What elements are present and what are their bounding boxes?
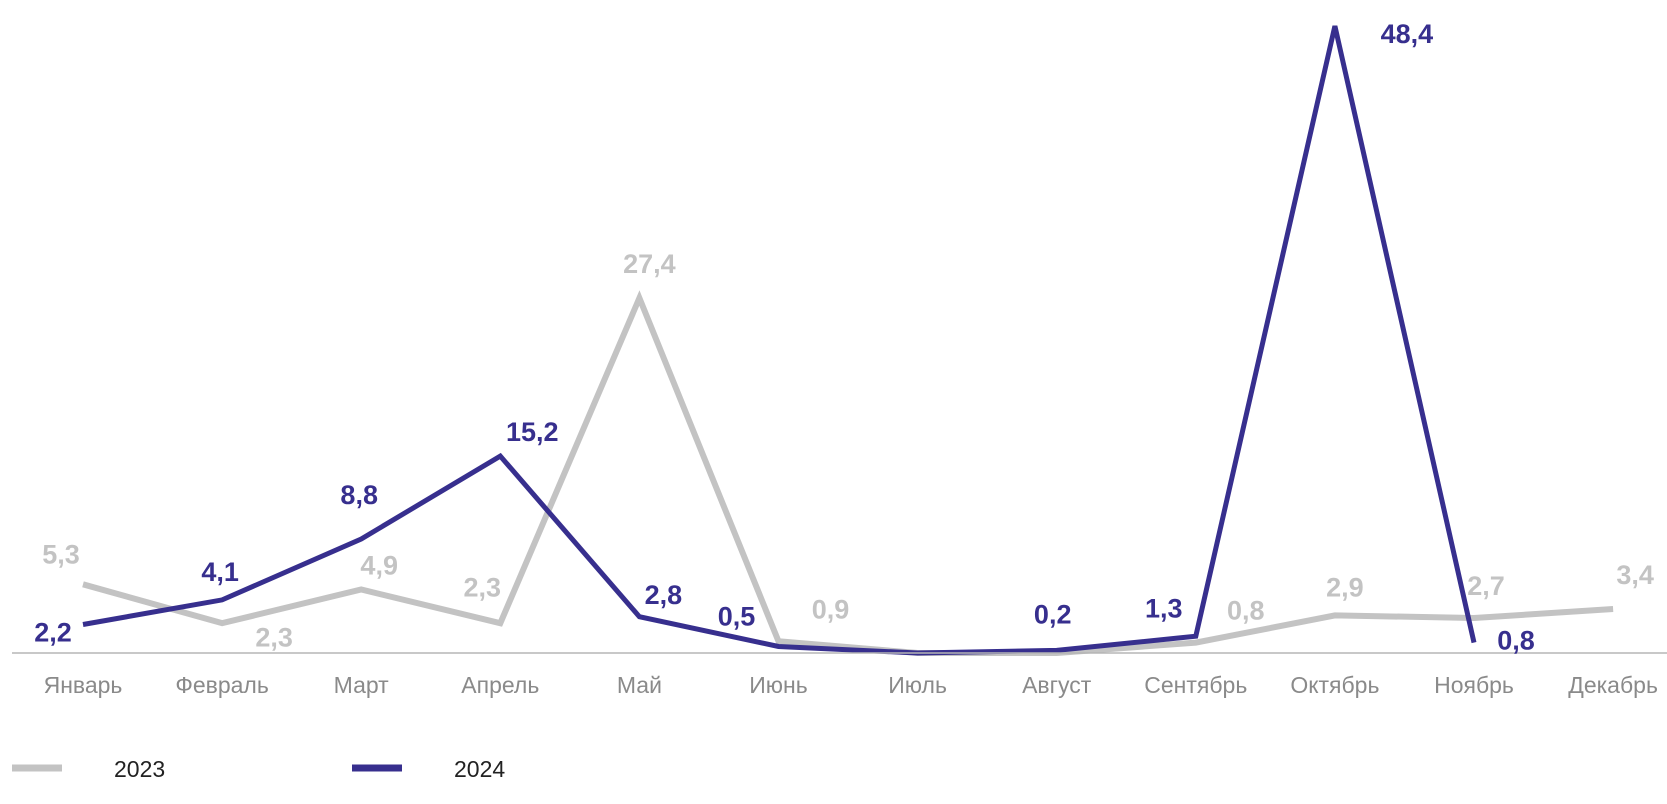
legend: 2023 2024 [12,756,505,782]
series-layer [82,25,1614,656]
legend-label-2024: 2024 [454,756,505,782]
data-label-2023-2: 4,9 [360,551,398,581]
data-label-2023-5: 0,9 [812,594,850,624]
x-tick-label: Январь [44,672,123,698]
x-tick-label: Июль [888,672,947,698]
data-label-2024-1: 4,1 [201,557,239,587]
data-label-2024-5: 0,5 [718,602,756,632]
x-tick-label: Май [617,672,662,698]
data-label-2024-4: 2,8 [645,580,683,610]
legend-label-2023: 2023 [114,756,165,782]
x-tick-label: Июнь [749,672,807,698]
data-label-2024-0: 2,2 [34,618,72,648]
data-label-2023-4: 27,4 [623,249,676,279]
data-label-2024-2: 8,8 [340,480,378,510]
data-labels: 5,3 2,3 4,9 2,3 27,4 0,9 0,8 2,9 2,7 3,4 2,2 4,1 8,8… [34,19,1654,656]
series-line-2024 [82,25,1477,656]
x-tick-label: Февраль [175,672,268,698]
data-label-2023-8: 0,8 [1227,596,1265,626]
x-tick-label: Октябрь [1290,672,1379,698]
series-line-2023 [82,290,1614,656]
x-tick-label: Декабрь [1568,672,1658,698]
data-label-2024-8: 1,3 [1145,593,1183,623]
data-label-2023-11: 3,4 [1616,560,1654,590]
x-tick-label: Август [1022,672,1092,698]
x-tick-label: Апрель [461,672,539,698]
data-label-2023-9: 2,9 [1326,573,1364,603]
data-label-2023-10: 2,7 [1467,571,1505,601]
data-label-2023-1: 2,3 [255,622,293,652]
data-label-2024-9: 48,4 [1381,19,1434,49]
data-label-2023-0: 5,3 [42,539,80,569]
x-tick-label: Ноябрь [1434,672,1514,698]
x-tick-label: Март [334,672,389,698]
data-label-2023-3: 2,3 [464,572,502,602]
data-label-2024-10: 0,8 [1497,626,1535,656]
data-label-2024-7: 0,2 [1034,600,1072,630]
x-axis-ticks: Январь Февраль Март Апрель Май Июнь Июль Август… [44,672,1658,698]
data-label-2024-3: 15,2 [506,417,559,447]
x-tick-label: Сентябрь [1144,672,1247,698]
